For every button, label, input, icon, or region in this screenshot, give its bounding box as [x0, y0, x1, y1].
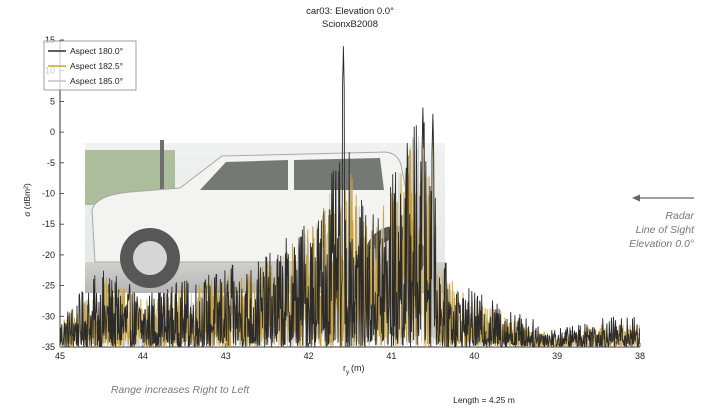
x-tick-label: 40 — [469, 351, 479, 361]
x-tick-label: 44 — [138, 351, 148, 361]
radar-annotation: Radar Line of Sight Elevation 0.0° — [629, 194, 695, 250]
range-note: Range increases Right to Left — [111, 384, 250, 396]
x-tick-label: 41 — [386, 351, 396, 361]
length-note: Length = 4.25 m — [453, 395, 515, 405]
x-axis-label-unit: (m) — [351, 363, 365, 373]
series-line-aspect-180 — [60, 46, 640, 347]
x-tick-label: 45 — [55, 351, 65, 361]
y-tick-label: -35 — [42, 342, 55, 352]
legend-label-aspect-180: Aspect 180.0° — [70, 46, 123, 56]
x-tick-label: 43 — [221, 351, 231, 361]
y-tick-label: -20 — [42, 250, 55, 260]
x-tick-label: 38 — [635, 351, 645, 361]
y-axis-label: σ (dBm²) — [22, 183, 32, 217]
chart-title: car03: Elevation 0.0° — [306, 6, 394, 17]
radar-label: Radar — [665, 210, 694, 222]
legend-label-aspect-182-5: Aspect 182.5° — [70, 61, 123, 71]
x-axis-label: r — [343, 363, 346, 373]
y-tick-label: -30 — [42, 311, 55, 321]
x-tick-label: 39 — [552, 351, 562, 361]
radar-arrow-icon — [632, 194, 640, 202]
chart-subtitle: ScionxB2008 — [322, 19, 378, 30]
y-tick-label: 5 — [50, 96, 55, 106]
y-tick-label: -15 — [42, 219, 55, 229]
y-tick-label: 15 — [45, 35, 55, 45]
photo-pole — [160, 140, 164, 200]
line-of-sight-label: Line of Sight — [636, 224, 695, 236]
plot-area — [60, 46, 640, 347]
x-axis-label-subscript: y — [346, 369, 350, 376]
y-tick-label: -5 — [47, 158, 55, 168]
radar-elevation-label: Elevation 0.0° — [629, 238, 694, 250]
y-tick-label: 0 — [50, 127, 55, 137]
legend-label-aspect-185: Aspect 185.0° — [70, 76, 123, 86]
axis-ticks: 4544434241403938151050-5-10-15-20-25-30-… — [42, 35, 645, 361]
legend: Aspect 180.0° Aspect 182.5° Aspect 185.0… — [43, 40, 137, 91]
y-tick-label: -25 — [42, 281, 55, 291]
x-tick-label: 42 — [304, 351, 314, 361]
photo-front-hub — [133, 241, 167, 275]
y-tick-label: -10 — [42, 189, 55, 199]
photo-car-window-front — [200, 160, 288, 190]
